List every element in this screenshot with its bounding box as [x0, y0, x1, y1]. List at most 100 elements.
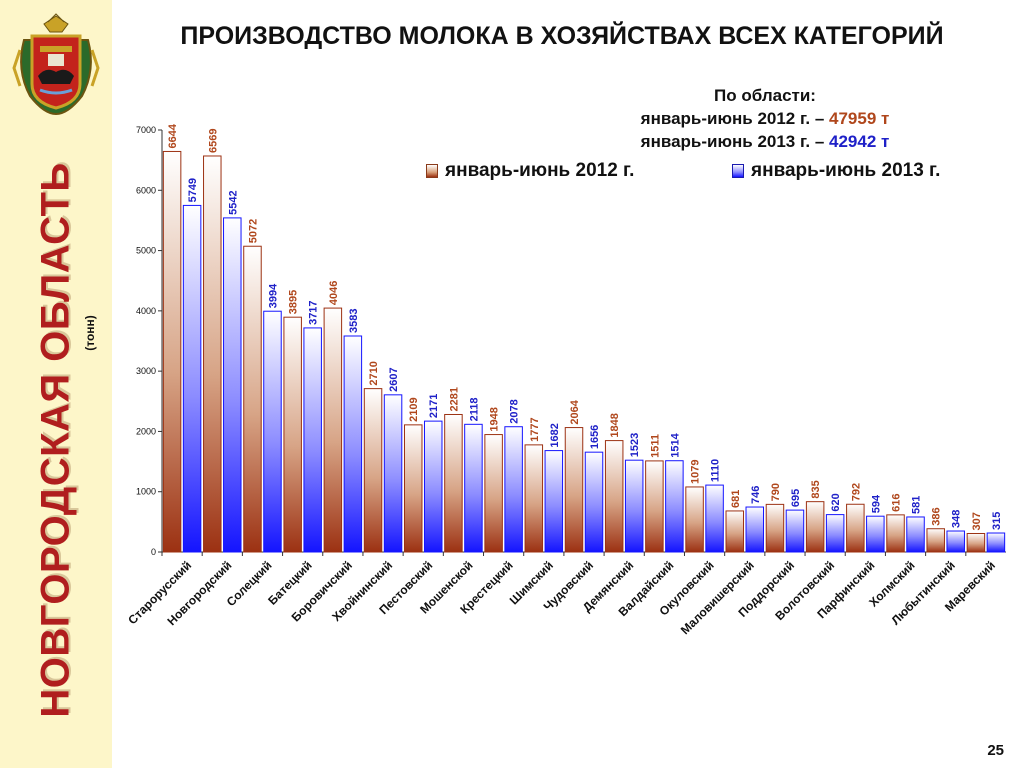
bar-2013: [584, 451, 604, 553]
bar-2012: [765, 503, 785, 553]
bar-2013: [544, 450, 564, 553]
bar-2012: [926, 528, 945, 553]
bar-2013: [825, 514, 845, 553]
bar-2012: [403, 424, 423, 553]
bar-2013: [504, 426, 523, 553]
data-label-2012: 1848: [609, 413, 621, 437]
page-title: ПРОИЗВОДСТВО МОЛОКА В ХОЗЯЙСТВАХ ВСЕХ КА…: [180, 22, 944, 50]
bar-2012: [966, 532, 986, 553]
bar-2013: [343, 335, 363, 553]
bar-2012: [484, 434, 503, 553]
bar-2013: [464, 423, 483, 553]
side-band: НОВГОРОДСКАЯ ОБЛАСТЬ: [0, 0, 112, 768]
data-label-2012: 1511: [649, 434, 661, 458]
data-label-2013: 1110: [710, 459, 722, 482]
legend-swatch-2013: [732, 164, 744, 178]
bar-2013: [986, 532, 1006, 553]
y-tick-label: 1000: [136, 487, 156, 497]
data-label-2013: 3717: [308, 300, 320, 324]
data-label-2012: 1777: [529, 417, 541, 441]
bar-2012: [283, 316, 302, 553]
bar-2012: [725, 510, 745, 553]
legend-item-2012: январь-июнь 2012 г.: [426, 160, 634, 182]
bar-2012: [162, 150, 182, 553]
data-label-2013: 1514: [669, 432, 681, 457]
data-label-2013: 5542: [227, 190, 239, 214]
data-label-2013: 594: [870, 494, 882, 513]
totals-value-2013: 42942 т: [829, 132, 890, 151]
data-label-2013: 1656: [589, 425, 601, 449]
data-label-2012: 3895: [288, 290, 300, 314]
bar-2013: [223, 217, 242, 553]
bar-2012: [524, 444, 544, 553]
data-label-2012: 2109: [408, 397, 420, 421]
data-label-2012: 4046: [328, 281, 340, 305]
bar-2013: [946, 530, 965, 553]
legend-item-2013: январь-июнь 2013 г.: [732, 160, 940, 182]
data-label-2012: 5072: [247, 219, 259, 243]
data-label-2012: 2281: [448, 387, 460, 411]
y-tick-label: 5000: [136, 246, 156, 256]
legend-label-2012: январь-июнь 2012 г.: [445, 160, 635, 181]
data-label-2012: 307: [971, 512, 983, 530]
bar-2013: [745, 506, 765, 553]
data-label-2012: 790: [770, 483, 782, 501]
data-label-2013: 348: [951, 510, 963, 528]
bar-2012: [846, 503, 865, 553]
page-number: 25: [987, 742, 1004, 759]
x-tick-label: Маловишерский: [678, 558, 757, 637]
bar-2013: [906, 516, 925, 553]
y-tick-label: 2000: [136, 426, 156, 436]
data-label-2013: 3583: [348, 309, 360, 333]
data-label-2013: 3994: [267, 283, 279, 308]
bar-2012: [363, 388, 383, 553]
totals-label-2012: январь-июнь 2012 г. –: [640, 109, 829, 128]
y-tick-label: 3000: [136, 366, 156, 376]
data-label-2013: 620: [830, 493, 842, 511]
bar-2012: [645, 460, 664, 553]
data-label-2013: 2171: [428, 394, 440, 418]
data-label-2013: 2607: [388, 367, 400, 391]
data-label-2013: 1682: [549, 423, 561, 447]
data-label-2012: 1079: [690, 459, 702, 483]
bar-2012: [323, 307, 343, 553]
data-label-2013: 2118: [468, 397, 480, 421]
y-tick-label: 4000: [136, 306, 156, 316]
bar-2013: [263, 310, 282, 553]
bar-2012: [604, 440, 624, 553]
bar-2012: [243, 245, 262, 553]
bar-2012: [805, 501, 825, 553]
data-label-2013: 2078: [509, 399, 521, 423]
data-label-2012: 386: [931, 507, 943, 525]
bar-2012: [444, 413, 463, 553]
data-label-2012: 2064: [569, 399, 581, 424]
totals-heading: По области:: [714, 86, 816, 105]
legend-label-2013: январь-июнь 2013 г.: [751, 160, 941, 181]
totals-box: По области: январь-июнь 2012 г. – 47959 …: [560, 84, 970, 153]
bar-2012: [203, 155, 222, 553]
bar-2012: [685, 486, 704, 553]
bar-2012: [886, 514, 905, 553]
bar-2013: [624, 459, 644, 553]
totals-value-2012: 47959 т: [829, 109, 890, 128]
data-label-2012: 616: [891, 494, 903, 512]
data-label-2013: 1523: [629, 433, 641, 457]
bar-2013: [182, 204, 202, 553]
totals-line-2013: январь-июнь 2013 г. – 42942 т: [560, 130, 970, 153]
data-label-2012: 1948: [489, 407, 501, 431]
data-label-2013: 695: [790, 489, 802, 507]
totals-line-2012: январь-июнь 2012 г. – 47959 т: [560, 107, 970, 130]
legend-swatch-2012: [426, 164, 438, 178]
data-label-2013: 315: [991, 512, 1003, 530]
bar-2013: [303, 327, 322, 553]
y-tick-label: 6000: [136, 185, 156, 195]
data-label-2013: 746: [750, 486, 762, 504]
y-tick-label: 7000: [136, 125, 156, 135]
data-label-2012: 6644: [167, 123, 179, 148]
data-label-2013: 5749: [187, 178, 199, 202]
data-label-2012: 681: [730, 490, 742, 508]
data-label-2012: 2710: [368, 361, 380, 385]
chart-legend: январь-июнь 2012 г. январь-июнь 2013 г.: [420, 160, 1010, 188]
coat-of-arms-icon: [12, 13, 100, 116]
